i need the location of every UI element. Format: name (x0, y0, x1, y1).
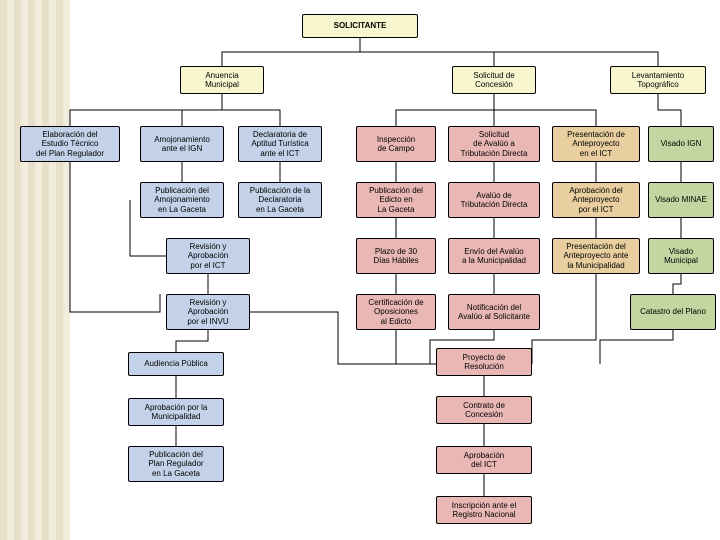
node-pubEdicto: Publicación delEdicto enLa Gaceta (356, 182, 436, 218)
node-avalTrib: Avalúo deTributación Directa (448, 182, 540, 218)
node-declAptICT: Declaratoria deAptitud Turísticaante el … (238, 126, 322, 162)
node-inscripRN: Inscripción ante elRegistro Nacional (436, 496, 532, 524)
node-presAnteICT: Presentación deAnteproyectoen el ICT (552, 126, 640, 162)
node-visadoIGN: Visado IGN (648, 126, 714, 162)
node-aprobICT: Aprobacióndel ICT (436, 446, 532, 474)
node-amojIGN: Amojonamientoante el IGN (140, 126, 224, 162)
node-anuencia: AnuenciaMunicipal (180, 66, 264, 94)
node-certOpos: Certificación deOposicionesal Edicto (356, 294, 436, 330)
node-inspCampo: Inspecciónde Campo (356, 126, 436, 162)
node-elabEst: Elaboración delEstudio Técnicodel Plan R… (20, 126, 120, 162)
node-revApINVU: Revisión yAprobaciónpor el INVU (166, 294, 250, 330)
node-aprobMuni: Aprobación por laMunicipalidad (128, 398, 224, 426)
node-catastro: Catastro del Plano (630, 294, 716, 330)
node-levTopo: LevantamientoTopográfico (610, 66, 706, 94)
node-solAvaluo: Solicitudde Avalúo aTributación Directa (448, 126, 540, 162)
node-pubPlanGac: Publicación delPlan Reguladoren La Gacet… (128, 446, 224, 482)
node-revApICT: Revisión yAprobaciónpor el ICT (166, 238, 250, 274)
background-stripe (0, 0, 70, 540)
node-notifAvaluo: Notificación delAvalúo al Solicitante (448, 294, 540, 330)
node-envioAvaluo: Envío del Avalúoa la Municipalidad (448, 238, 540, 274)
node-visadoMINAE: Visado MINAE (648, 182, 714, 218)
node-visadoMuni: Visado Municipal (648, 238, 714, 274)
node-audPub: Audiencia Pública (128, 352, 224, 376)
node-pubAmojGac: Publicación delAmojonamientoen La Gaceta (140, 182, 224, 218)
node-pubDeclGac: Publicación de laDeclaratoriaen La Gacet… (238, 182, 322, 218)
node-presAnteMuni: Presentación delAnteproyecto antela Muni… (552, 238, 640, 274)
node-contConc: Contrato deConcesión (436, 396, 532, 424)
node-plazo30: Plazo de 30Días Hábiles (356, 238, 436, 274)
node-solicitante: SOLICITANTE (302, 14, 418, 38)
node-aprobAnteICT: Aprobación delAnteproyectopor el ICT (552, 182, 640, 218)
node-proyRes: Proyecto deResolución (436, 348, 532, 376)
node-solicConc: Solicitud deConcesión (452, 66, 536, 94)
